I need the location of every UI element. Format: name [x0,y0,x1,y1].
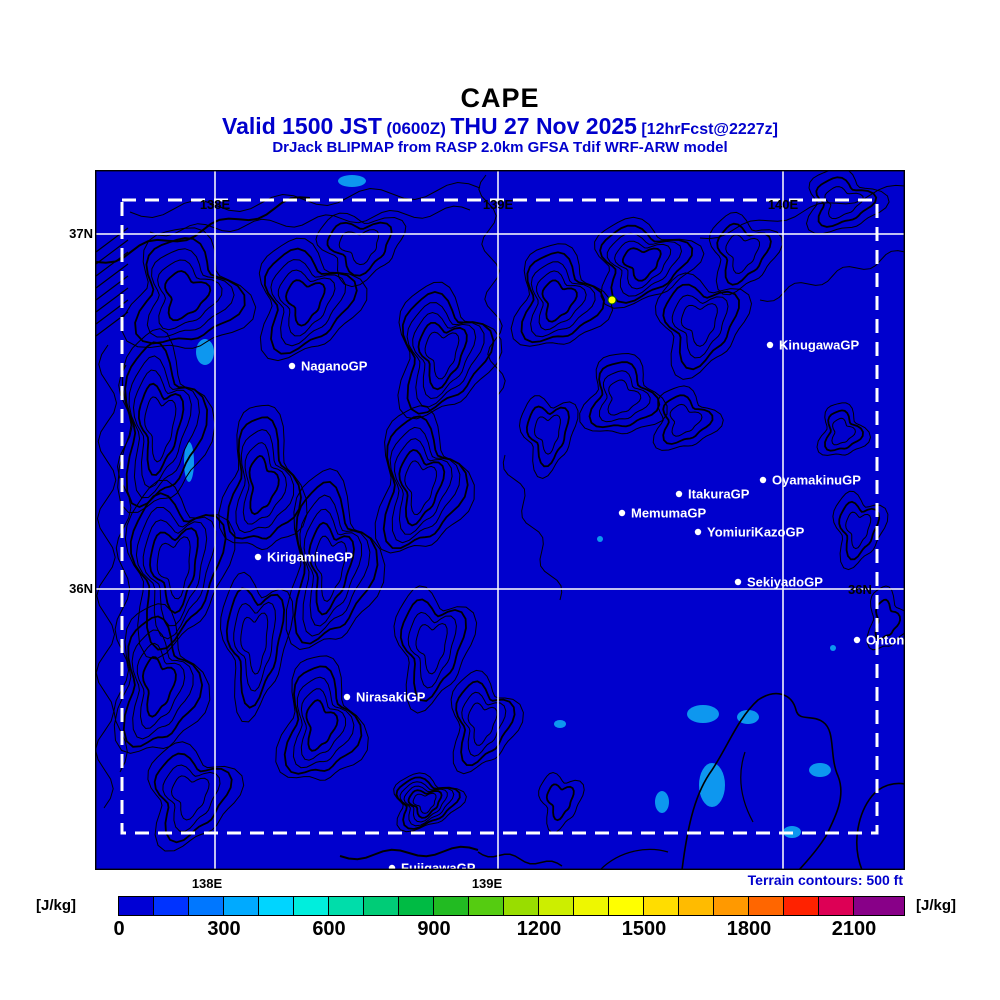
site-label: MemumaGP [631,506,706,521]
page-title: CAPE [460,83,540,113]
forecast-issue-tag: [12hrFcst@2227z] [641,121,778,139]
water-cape-patch [737,710,759,724]
colorbar-tick-label: 1200 [516,918,562,940]
colorbar-tick-label: 0 [113,918,125,940]
site-label: NirasakiGP [356,690,426,705]
parallel-label-left: 36N [69,581,93,596]
colorbar-cell [118,896,154,916]
colorbar-cell [433,896,469,916]
meridian-label-top: 139E [483,197,514,212]
site-dot [759,476,767,484]
colorbar-cell [328,896,364,916]
site-label: OyamakinuGP [772,473,861,488]
forecast-map: 138E 139E 140E 36N NaganoGP KinugawaGP Oyamak… [95,170,905,870]
colorbar-tick-label: 2100 [831,918,877,940]
colorbar-cell [468,896,504,916]
colorbar-cell [748,896,784,916]
site-label: KinugawaGP [779,338,860,353]
grid-labels: 138E 139E 140E 36N [200,197,872,597]
colorbar-cell [363,896,399,916]
colorbar-cell [258,896,294,916]
site-dot [618,509,626,517]
site-label: SekiyadoGP [747,575,823,590]
site-label: FujigawaGP [401,861,476,871]
site-label: NaganoGP [301,359,368,374]
site-dot [766,341,774,349]
site-label: YomiuriKazoGP [707,525,805,540]
colorbar [118,896,905,916]
site-dot [853,636,861,644]
colorbar-cell [153,896,189,916]
colorbar-cell [783,896,819,916]
site-dot [343,693,351,701]
valid-time-line: Valid 1500 JST (0600Z) THU 27 Nov 2025 [… [0,114,1000,139]
colorbar-tick-label: 600 [312,918,346,940]
parallel-label-left: 37N [69,226,93,241]
site-dot [288,362,296,370]
site-dot [734,578,742,586]
colorbar-cell [608,896,644,916]
colorbar-tick-label: 1500 [621,918,667,940]
colorbar-cell [713,896,749,916]
colorbar-cell [188,896,224,916]
valid-time: Valid 1500 JST [222,113,382,140]
meridian-label-bottom: 139E [471,876,503,891]
latlon-grid [95,170,905,870]
terrain-contours [95,170,905,867]
water-cape-patch [655,791,669,813]
colorbar-cell [573,896,609,916]
colorbar-cell [293,896,329,916]
colorbar-cell [398,896,434,916]
subdomain-dashed-border [120,198,879,835]
colorbar-cell [818,896,854,916]
colorbar-tick-label: 300 [207,918,241,940]
valid-zulu-time: (0600Z) [386,119,446,139]
water-cape-patch [809,763,831,777]
colorbar-cell [643,896,679,916]
site-label: KirigamineGP [267,550,353,565]
colorbar-unit-right: [J/kg] [916,897,957,914]
water-cape-patch [687,705,719,723]
meridian-label-top: 140E [768,197,799,212]
header: CAPE Valid 1500 JST (0600Z) THU 27 Nov 2… [0,84,1000,156]
model-line: DrJack BLIPMAP from RASP 2.0km GFSA Tdif… [272,139,728,157]
map-border [95,170,905,870]
terrain-contour-note: Terrain contours: 500 ft [747,872,903,888]
site-label: ItakuraGP [688,487,750,502]
water-cape-patch [830,645,836,651]
meridian-label-bottom: 138E [191,876,223,891]
coastline [599,692,905,870]
colorbar-tick-label: 900 [417,918,451,940]
site-label: Ohtone [866,633,905,648]
water-cape-patch [597,536,603,542]
water-cape-patch [184,442,194,482]
colorbar-cell [538,896,574,916]
colorbar-tick-label: 1800 [726,918,772,940]
colorbar-unit-left: [J/kg] [36,897,77,914]
colorbar-cell [223,896,259,916]
site-dot [254,553,262,561]
water-cape-patch [699,763,725,807]
colorbar-cell [853,896,905,916]
parallel-label-right: 36N [848,582,872,597]
colorbar-cell [678,896,714,916]
site-markers: NaganoGP KinugawaGP OyamakinuGP ItakuraGP Me… [254,338,905,871]
meridian-label-top: 138E [200,197,231,212]
water-cape-patch [338,175,366,187]
water-cape-patch [554,720,566,728]
colorbar-cell [503,896,539,916]
valid-date: THU 27 Nov 2025 [450,113,637,140]
site-dot [694,528,702,536]
site-dot [675,490,683,498]
cape-hotspot [607,295,617,305]
